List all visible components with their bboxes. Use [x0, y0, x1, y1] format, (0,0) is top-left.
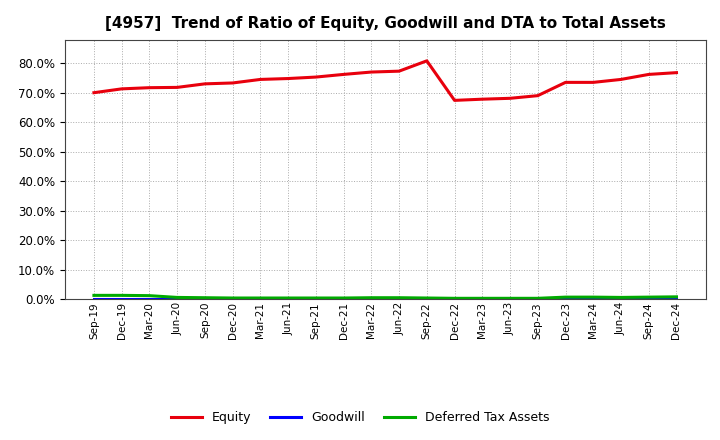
Equity	[117, 86, 126, 92]
Goodwill	[395, 297, 403, 302]
Deferred Tax Assets	[505, 296, 514, 301]
Goodwill	[534, 297, 542, 302]
Equity	[423, 58, 431, 63]
Goodwill	[367, 297, 376, 302]
Equity	[672, 70, 681, 75]
Deferred Tax Assets	[173, 295, 181, 300]
Goodwill	[312, 297, 320, 302]
Equity	[534, 93, 542, 98]
Goodwill	[505, 297, 514, 302]
Equity	[505, 95, 514, 101]
Deferred Tax Assets	[478, 296, 487, 301]
Equity	[339, 72, 348, 77]
Equity	[145, 85, 154, 90]
Deferred Tax Assets	[616, 295, 625, 300]
Deferred Tax Assets	[284, 295, 292, 301]
Deferred Tax Assets	[117, 293, 126, 298]
Equity	[395, 69, 403, 74]
Deferred Tax Assets	[312, 295, 320, 301]
Title: [4957]  Trend of Ratio of Equity, Goodwill and DTA to Total Assets: [4957] Trend of Ratio of Equity, Goodwil…	[105, 16, 665, 32]
Equity	[312, 74, 320, 80]
Goodwill	[589, 297, 598, 302]
Line: Equity: Equity	[94, 61, 677, 100]
Goodwill	[644, 297, 653, 302]
Equity	[201, 81, 210, 87]
Deferred Tax Assets	[145, 293, 154, 298]
Equity	[478, 96, 487, 102]
Goodwill	[89, 297, 98, 302]
Deferred Tax Assets	[589, 294, 598, 300]
Legend: Equity, Goodwill, Deferred Tax Assets: Equity, Goodwill, Deferred Tax Assets	[166, 407, 554, 429]
Deferred Tax Assets	[672, 294, 681, 300]
Equity	[228, 81, 237, 86]
Goodwill	[201, 297, 210, 302]
Goodwill	[561, 297, 570, 302]
Goodwill	[256, 297, 265, 302]
Equity	[450, 98, 459, 103]
Deferred Tax Assets	[201, 295, 210, 301]
Goodwill	[423, 297, 431, 302]
Goodwill	[450, 297, 459, 302]
Line: Deferred Tax Assets: Deferred Tax Assets	[94, 295, 677, 298]
Goodwill	[145, 297, 154, 302]
Deferred Tax Assets	[561, 294, 570, 300]
Equity	[284, 76, 292, 81]
Deferred Tax Assets	[256, 295, 265, 301]
Goodwill	[478, 297, 487, 302]
Deferred Tax Assets	[395, 295, 403, 301]
Goodwill	[616, 297, 625, 302]
Equity	[616, 77, 625, 82]
Deferred Tax Assets	[534, 296, 542, 301]
Deferred Tax Assets	[367, 295, 376, 301]
Goodwill	[672, 297, 681, 302]
Goodwill	[117, 297, 126, 302]
Equity	[561, 80, 570, 85]
Deferred Tax Assets	[423, 295, 431, 301]
Goodwill	[339, 297, 348, 302]
Equity	[644, 72, 653, 77]
Deferred Tax Assets	[339, 295, 348, 301]
Deferred Tax Assets	[644, 294, 653, 300]
Equity	[173, 85, 181, 90]
Equity	[256, 77, 265, 82]
Equity	[89, 90, 98, 95]
Equity	[589, 80, 598, 85]
Goodwill	[284, 297, 292, 302]
Goodwill	[173, 297, 181, 302]
Goodwill	[228, 297, 237, 302]
Deferred Tax Assets	[228, 295, 237, 301]
Deferred Tax Assets	[450, 296, 459, 301]
Deferred Tax Assets	[89, 293, 98, 298]
Equity	[367, 70, 376, 75]
